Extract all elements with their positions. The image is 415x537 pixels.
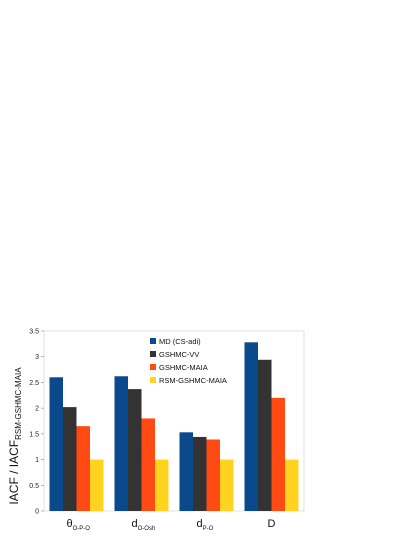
bar-rsm-gshmc-maia-2 bbox=[220, 459, 234, 511]
bar-rsm-gshmc-maia-1 bbox=[155, 459, 169, 511]
legend-label: MD (CS-adi) bbox=[159, 337, 201, 346]
bar-md-cs-adi--2 bbox=[179, 432, 193, 511]
x-category-subscript: O-P-O bbox=[73, 526, 91, 532]
bar-gshmc-maia-1 bbox=[141, 418, 155, 511]
bar-gshmc-maia-2 bbox=[206, 439, 220, 511]
y-axis: 0 0.5 1 1.5 2 2.5 3 3.5 bbox=[29, 329, 44, 516]
x-category-main: D bbox=[268, 518, 276, 530]
x-category-label: dO-Osh bbox=[132, 518, 156, 532]
x-category-main: θ bbox=[67, 518, 73, 530]
legend-swatch bbox=[150, 338, 156, 344]
bar-rsm-gshmc-maia-0 bbox=[90, 459, 104, 511]
bar-gshmc-vv-0 bbox=[63, 407, 77, 511]
y-axis-label: IACF / IACFRSM-GSHMC-MAIA bbox=[7, 367, 23, 505]
x-category-main: d bbox=[197, 518, 203, 530]
bar-md-cs-adi--3 bbox=[244, 342, 258, 511]
legend-swatch bbox=[150, 377, 156, 383]
x-axis: θO-P-O dO-Osh dP-O D bbox=[67, 518, 276, 532]
x-category-subscript: P-O bbox=[203, 526, 214, 532]
legend-label: GSHMC-VV bbox=[159, 350, 199, 359]
y-tick-label: 1.5 bbox=[29, 431, 39, 438]
y-axis-label-subscript: RSM-GSHMC-MAIA bbox=[14, 367, 23, 440]
y-tick-label: 0 bbox=[35, 509, 39, 516]
y-tick-label: 3 bbox=[35, 354, 39, 361]
bar-md-cs-adi--1 bbox=[114, 376, 128, 511]
bar-gshmc-maia-0 bbox=[76, 426, 90, 511]
y-tick-label: 2.5 bbox=[29, 380, 39, 387]
y-tick-label: 1 bbox=[35, 457, 39, 464]
bar-gshmc-vv-3 bbox=[258, 359, 272, 511]
y-tick-label: 0.5 bbox=[29, 483, 39, 490]
legend-swatch bbox=[150, 364, 156, 370]
y-tick-label: 2 bbox=[35, 406, 39, 413]
y-tick-label: 3.5 bbox=[29, 329, 39, 336]
x-category-subscript: O-Osh bbox=[138, 526, 156, 532]
bar-md-cs-adi--0 bbox=[49, 377, 63, 511]
legend-swatch bbox=[150, 351, 156, 357]
bar-gshmc-vv-2 bbox=[193, 436, 207, 511]
bar-gshmc-vv-1 bbox=[128, 389, 142, 511]
x-category-label: D bbox=[268, 518, 276, 530]
legend: MD (CS-adi) GSHMC-VV GSHMC-MAIA RSM-GSHMC-M… bbox=[150, 337, 227, 385]
bar-rsm-gshmc-maia-3 bbox=[285, 459, 299, 511]
bars-group bbox=[49, 342, 299, 511]
legend-label: RSM-GSHMC-MAIA bbox=[159, 376, 227, 385]
x-category-label: θO-P-O bbox=[67, 518, 91, 532]
x-category-main: d bbox=[132, 518, 138, 530]
y-axis-label-main: IACF / IACF bbox=[7, 440, 21, 505]
x-category-label: dP-O bbox=[197, 518, 214, 532]
bar-gshmc-maia-3 bbox=[271, 397, 285, 511]
legend-label: GSHMC-MAIA bbox=[159, 363, 208, 372]
